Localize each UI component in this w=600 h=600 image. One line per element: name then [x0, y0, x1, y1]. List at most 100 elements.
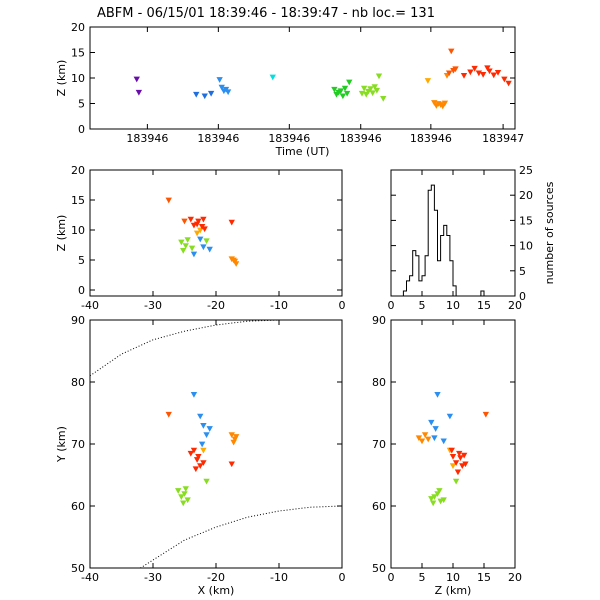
data-point — [184, 497, 191, 504]
y-tick-label: 70 — [372, 438, 386, 451]
data-point — [341, 85, 349, 92]
data-point — [188, 245, 196, 252]
data-point — [501, 76, 508, 83]
x-tick-label: -30 — [144, 571, 162, 584]
y-tick-label: 60 — [372, 500, 386, 513]
x-tick-label: 15 — [477, 299, 491, 312]
x-tick-label: 0 — [388, 571, 395, 584]
data-point — [187, 450, 194, 457]
panel-z-y: 0 5 10 15 20 50 60 70 80 90 Z (km) — [372, 314, 522, 597]
data-point — [460, 452, 468, 459]
data-point — [440, 497, 447, 504]
data-point — [380, 96, 387, 102]
data-point — [337, 88, 344, 95]
x-tick-label: 183946 — [410, 132, 452, 145]
data-point — [479, 72, 487, 78]
panel-frame — [89, 26, 516, 130]
data-point — [203, 478, 210, 485]
data-point — [486, 68, 493, 75]
x-tick-label: -20 — [207, 299, 225, 312]
y-tick-label: 20 — [71, 164, 85, 177]
y-tick-label: 70 — [71, 438, 85, 451]
data-point — [437, 498, 444, 505]
data-point — [197, 413, 204, 420]
data-point — [494, 69, 502, 76]
data-point — [441, 100, 449, 107]
data-point — [358, 90, 366, 97]
range-ring — [89, 319, 280, 377]
data-point — [269, 74, 276, 81]
chart-title: ABFM - 06/15/01 18:39:46 - 18:39:47 - nb… — [97, 6, 435, 21]
data-point — [165, 197, 172, 204]
data-point — [182, 486, 189, 492]
data-point — [190, 392, 198, 398]
data-point — [197, 463, 204, 470]
panel-time-z: 183946 183946 183946 183946 183946 183947 0 5 10… — [55, 21, 524, 158]
x-tick-label: 5 — [419, 571, 426, 584]
data-point — [367, 86, 374, 93]
data-point — [228, 432, 235, 439]
x-tick-label: -20 — [207, 571, 225, 584]
data-point — [197, 227, 204, 234]
data-point — [421, 432, 429, 439]
data-point — [331, 86, 338, 93]
histogram-steps — [402, 184, 488, 297]
data-point — [439, 103, 446, 110]
y-tick-label: 20 — [71, 21, 85, 34]
data-point — [182, 243, 189, 249]
y-tick-label: 0 — [78, 123, 85, 136]
y-tick-label: 80 — [372, 376, 386, 389]
y-axis-label: Y (km) — [55, 426, 68, 463]
data-point — [133, 76, 140, 83]
y-tick-label: 10 — [71, 224, 85, 237]
data-point — [467, 69, 474, 76]
data-point — [195, 218, 202, 225]
data-point — [418, 438, 426, 445]
data-point — [456, 450, 463, 457]
panel-frame — [390, 319, 516, 569]
data-point — [431, 100, 438, 106]
y-tick-label: 10 — [71, 72, 85, 85]
y-tick-label: 0 — [78, 284, 85, 297]
data-point — [446, 413, 454, 420]
data-point — [192, 466, 200, 473]
data-point — [193, 230, 201, 237]
y-tick-label: 5 — [78, 98, 85, 111]
y-tick-label: 20 — [519, 189, 533, 202]
data-point — [203, 432, 210, 439]
data-point — [457, 455, 464, 461]
y-axis-label: number of sources — [543, 181, 556, 284]
data-point — [482, 411, 490, 418]
data-point — [490, 72, 497, 79]
data-point — [201, 226, 208, 233]
data-point — [187, 216, 194, 223]
data-point — [200, 423, 207, 429]
data-point — [193, 91, 200, 98]
data-point — [343, 90, 351, 97]
data-point — [200, 460, 207, 466]
x-tick-label: 183946 — [340, 132, 382, 145]
data-point — [190, 222, 198, 229]
data-point — [175, 488, 182, 494]
data-point — [454, 469, 462, 476]
data-point — [232, 434, 240, 440]
y-tick-label: 0 — [519, 290, 526, 303]
data-point — [203, 238, 210, 245]
x-axis-label: Z (km) — [435, 584, 472, 597]
x-tick-label: -40 — [81, 299, 99, 312]
x-axis-label: X (km) — [198, 584, 235, 597]
data-point — [434, 392, 441, 398]
data-point — [198, 441, 206, 448]
data-point — [452, 478, 460, 485]
y-tick-label: 15 — [519, 214, 533, 227]
data-point — [195, 454, 202, 460]
data-point — [505, 80, 512, 87]
data-point — [230, 257, 237, 264]
x-tick-label: -10 — [270, 571, 288, 584]
data-point — [178, 239, 185, 246]
data-point — [228, 219, 235, 226]
data-point — [428, 496, 435, 502]
data-point — [206, 426, 213, 432]
y-tick-label: 60 — [71, 500, 85, 513]
data-point — [371, 84, 378, 90]
